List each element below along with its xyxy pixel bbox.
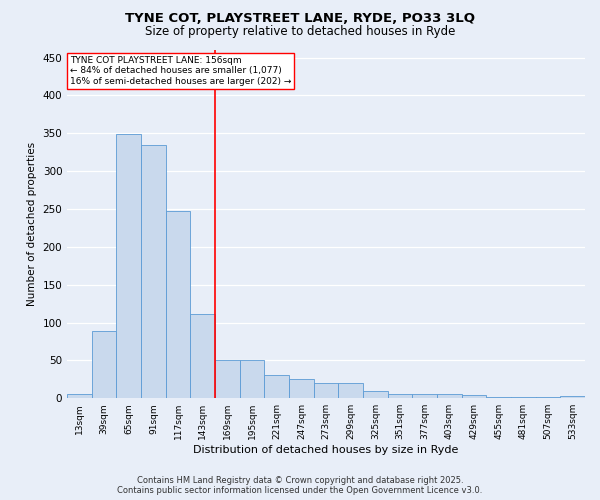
Bar: [536, 396, 560, 398]
Bar: [289, 380, 314, 398]
Text: TYNE COT PLAYSTREET LANE: 156sqm
← 84% of detached houses are smaller (1,077)
16: TYNE COT PLAYSTREET LANE: 156sqm ← 84% o…: [70, 56, 291, 86]
Bar: [412, 394, 437, 398]
Bar: [116, 134, 141, 398]
X-axis label: Distribution of detached houses by size in Ryde: Distribution of detached houses by size …: [193, 445, 459, 455]
Bar: [190, 314, 215, 398]
Text: TYNE COT, PLAYSTREET LANE, RYDE, PO33 3LQ: TYNE COT, PLAYSTREET LANE, RYDE, PO33 3L…: [125, 12, 475, 26]
Bar: [462, 395, 487, 398]
Bar: [166, 211, 190, 398]
Bar: [141, 144, 166, 398]
Y-axis label: Number of detached properties: Number of detached properties: [27, 142, 37, 306]
Bar: [240, 360, 265, 398]
Bar: [560, 396, 585, 398]
Bar: [363, 392, 388, 398]
Bar: [215, 360, 240, 398]
Bar: [314, 383, 338, 398]
Bar: [388, 394, 412, 398]
Bar: [67, 394, 92, 398]
Bar: [338, 383, 363, 398]
Bar: [265, 374, 289, 398]
Bar: [437, 394, 462, 398]
Text: Size of property relative to detached houses in Ryde: Size of property relative to detached ho…: [145, 25, 455, 38]
Text: Contains HM Land Registry data © Crown copyright and database right 2025.
Contai: Contains HM Land Registry data © Crown c…: [118, 476, 482, 495]
Bar: [92, 331, 116, 398]
